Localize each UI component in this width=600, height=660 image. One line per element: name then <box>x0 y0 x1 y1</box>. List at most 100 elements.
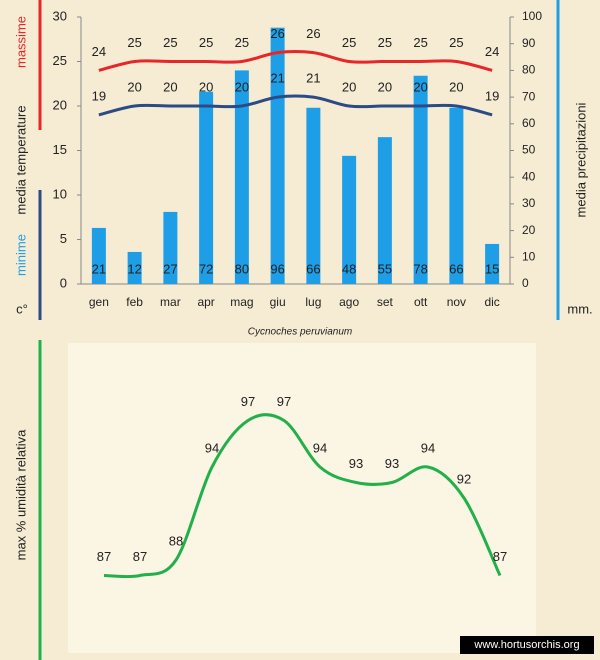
x-tick-label: dic <box>484 295 499 309</box>
data-label: 94 <box>313 440 327 455</box>
x-tick-label: lug <box>305 295 321 309</box>
data-label: 20 <box>235 79 249 94</box>
data-label: 66 <box>306 261 320 276</box>
y2-tick-label: 100 <box>522 9 542 23</box>
data-label: 20 <box>127 79 141 94</box>
data-label: 92 <box>457 471 471 486</box>
y-tick-label: 5 <box>60 231 67 246</box>
data-label: 26 <box>306 26 320 41</box>
x-tick-label: mar <box>160 295 181 309</box>
data-label: 93 <box>349 456 363 471</box>
data-label: 20 <box>449 79 463 94</box>
data-label: 24 <box>485 44 499 59</box>
data-label: 25 <box>127 35 141 50</box>
data-label: 20 <box>199 79 213 94</box>
y2-axis-label: media precipitazioni <box>573 102 588 217</box>
bar <box>199 91 214 284</box>
data-label: 93 <box>385 456 399 471</box>
x-tick-label: ago <box>339 295 359 309</box>
y2-tick-label: 0 <box>522 276 529 290</box>
data-label: 87 <box>97 549 111 564</box>
data-label: 25 <box>449 35 463 50</box>
x-tick-label: apr <box>197 295 214 309</box>
y-axis-label: max % umidità relativa <box>13 429 28 561</box>
data-label: 20 <box>163 79 177 94</box>
data-label: 96 <box>270 261 284 276</box>
data-label: 97 <box>277 394 291 409</box>
data-label: 24 <box>92 44 106 59</box>
y2-tick-label: 70 <box>522 89 536 103</box>
data-label: 78 <box>413 261 427 276</box>
data-label: 20 <box>413 79 427 94</box>
data-label: 20 <box>342 79 356 94</box>
x-tick-label: ott <box>414 295 428 309</box>
footer-box <box>460 636 594 654</box>
y-tick-label: 15 <box>53 142 67 157</box>
line <box>98 94 493 117</box>
y-tick-label: 20 <box>53 97 67 112</box>
data-label: 12 <box>127 261 141 276</box>
data-label: 27 <box>163 261 177 276</box>
y2-tick-label: 30 <box>522 196 536 210</box>
data-label: 25 <box>378 35 392 50</box>
data-label: 87 <box>493 549 507 564</box>
y-tick-label: 30 <box>53 8 67 23</box>
bar <box>377 137 392 284</box>
data-label: 66 <box>449 261 463 276</box>
line <box>98 49 493 72</box>
legend-label: minime <box>13 234 28 276</box>
bar <box>485 243 500 284</box>
bar <box>234 70 249 285</box>
y-tick-label: 25 <box>53 53 67 68</box>
data-label: 72 <box>199 261 213 276</box>
x-tick-label: giu <box>270 295 286 309</box>
y2-tick-label: 90 <box>522 36 536 50</box>
plot-background <box>68 343 536 653</box>
y-unit: c° <box>16 301 28 316</box>
x-tick-label: mag <box>230 295 253 309</box>
data-label: 21 <box>270 71 284 86</box>
data-label: 26 <box>270 26 284 41</box>
y2-tick-label: 10 <box>522 249 536 263</box>
y2-tick-label: 20 <box>522 223 536 237</box>
data-label: 87 <box>133 549 147 564</box>
bar <box>342 155 357 284</box>
bar <box>163 211 178 284</box>
data-label: 97 <box>241 394 255 409</box>
y2-tick-label: 40 <box>522 169 536 183</box>
data-label: 88 <box>169 533 183 548</box>
data-label: 48 <box>342 261 356 276</box>
x-tick-label: set <box>377 295 394 309</box>
y-axis-label: media temperature <box>13 105 28 214</box>
data-label: 25 <box>235 35 249 50</box>
data-label: 19 <box>92 88 106 103</box>
legend-label: massime <box>13 16 28 68</box>
footer: www.hortusorchis.org <box>473 639 579 651</box>
x-tick-label: nov <box>447 295 466 309</box>
data-label: 80 <box>235 261 249 276</box>
data-label: 25 <box>342 35 356 50</box>
x-tick-label: gen <box>89 295 109 309</box>
data-label: 25 <box>163 35 177 50</box>
bar <box>270 27 285 285</box>
data-label: 94 <box>421 440 435 455</box>
data-label: 15 <box>485 261 499 276</box>
y2-tick-label: 80 <box>522 63 536 77</box>
y-tick-label: 10 <box>53 186 67 201</box>
y2-tick-label: 60 <box>522 116 536 130</box>
chart-title: Cycnoches peruvianum <box>248 327 353 338</box>
data-label: 25 <box>199 35 213 50</box>
x-tick-label: feb <box>126 295 143 309</box>
bar <box>413 75 428 285</box>
y-tick-label: 0 <box>60 275 67 290</box>
data-label: 55 <box>378 261 392 276</box>
bar <box>306 107 321 284</box>
data-label: 19 <box>485 88 499 103</box>
bar <box>127 251 142 284</box>
bar <box>449 107 464 284</box>
bar <box>91 227 106 284</box>
data-label: 20 <box>378 79 392 94</box>
data-label: 21 <box>306 71 320 86</box>
data-label: 21 <box>92 261 106 276</box>
